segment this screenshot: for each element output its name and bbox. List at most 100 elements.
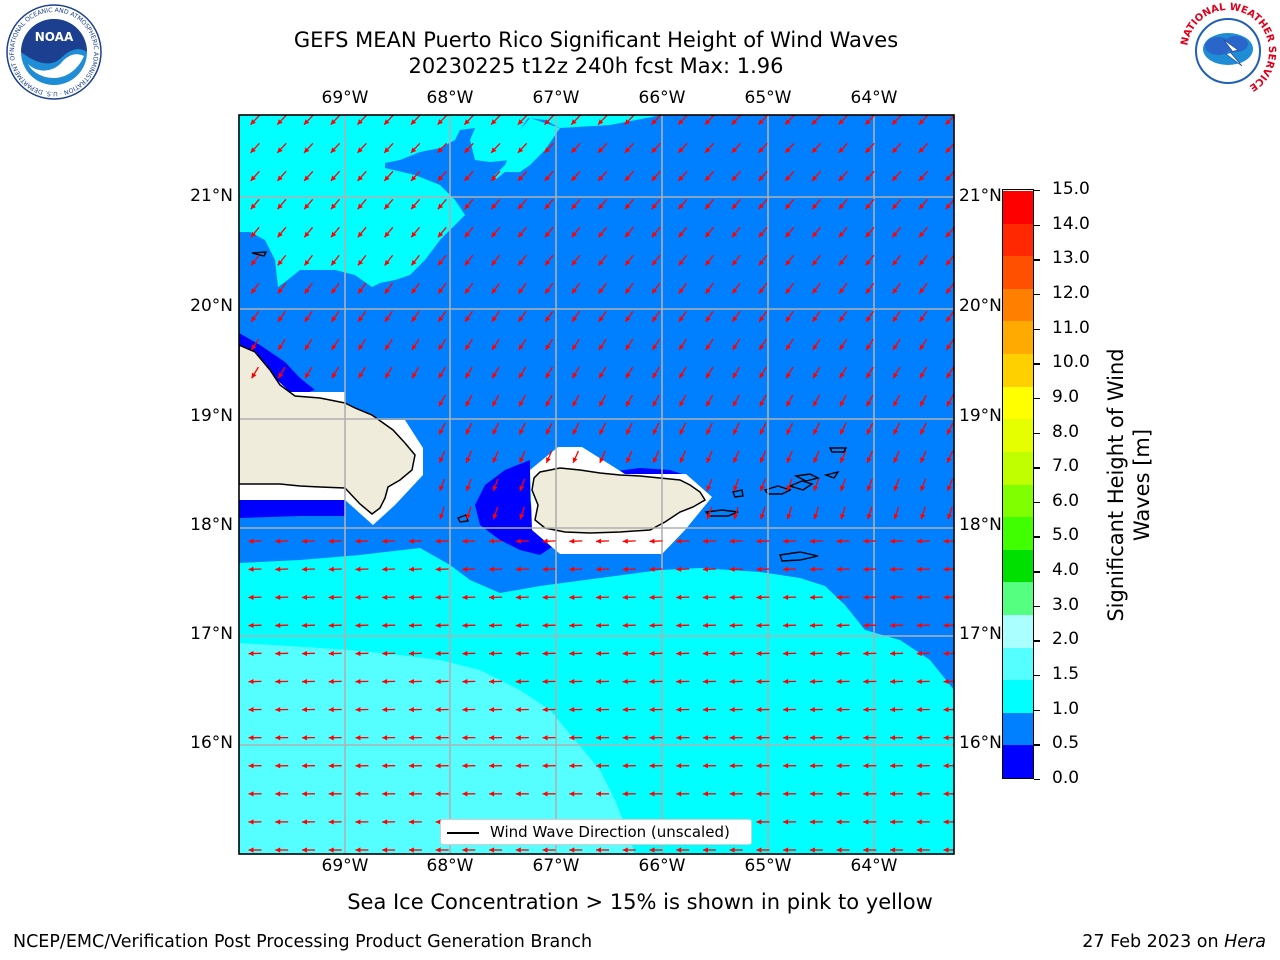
wind-wave-arrowhead: [464, 288, 471, 294]
wind-wave-arrowhead: [836, 819, 842, 825]
wind-wave-arrowhead: [251, 344, 257, 351]
lat-label-right: 21°N: [959, 186, 1002, 206]
wind-wave-arrowhead: [890, 819, 896, 825]
wind-wave-arrowhead: [355, 763, 361, 769]
wind-wave-arrowhead: [275, 678, 281, 685]
wind-wave-arrowhead: [919, 231, 925, 238]
wind-wave-arrowhead: [809, 566, 815, 572]
wind-wave-arrowhead: [412, 372, 417, 379]
wind-wave-arrowhead: [489, 594, 495, 600]
wind-wave-arrowhead: [947, 457, 952, 463]
wind-wave-arrowhead: [358, 316, 364, 322]
wind-wave-arrowhead: [786, 485, 792, 492]
wind-wave-arrowhead: [518, 316, 524, 322]
wind-wave-arrowhead: [439, 485, 444, 492]
wind-wave-arrowhead: [678, 259, 684, 266]
wind-wave-arrowhead: [408, 622, 414, 629]
wind-wave-arrowhead: [839, 344, 845, 351]
wind-wave-arrowhead: [439, 513, 445, 520]
colorbar-tick-label: 15.0: [1052, 179, 1090, 199]
wind-wave-arrowhead: [840, 513, 846, 520]
wind-wave-arrowhead: [813, 513, 819, 520]
lon-label-bottom: 64°W: [850, 856, 898, 876]
wind-wave-arrowhead: [783, 735, 789, 741]
wind-wave-arrowhead: [649, 538, 655, 544]
colorbar-tick-label: 6.0: [1052, 490, 1080, 511]
wind-wave-arrowhead: [382, 763, 388, 769]
lat-label-left: 20°N: [190, 296, 233, 316]
colorbar-segment: [1003, 484, 1033, 518]
wind-wave-arrowhead: [275, 650, 281, 657]
wind-wave-arrowhead: [946, 372, 952, 379]
wind-wave-arrowhead: [625, 288, 631, 294]
wind-wave-arrowhead: [248, 763, 254, 769]
wind-wave-arrowhead: [518, 372, 524, 379]
wind-wave-arrowhead: [544, 231, 551, 238]
wind-wave-arrowhead: [328, 594, 334, 600]
colorbar-tick-mark: [1034, 363, 1040, 365]
wind-wave-arrowhead: [542, 538, 548, 544]
wind-wave-arrowhead: [783, 847, 789, 853]
wind-wave-arrowhead: [836, 622, 842, 629]
wind-wave-arrowhead: [384, 147, 390, 153]
lat-label-left: 19°N: [190, 406, 233, 426]
wind-wave-arrowhead: [916, 791, 922, 797]
wind-wave-arrowhead: [866, 485, 872, 492]
wind-wave-arrowhead: [545, 400, 551, 407]
wind-wave-arrowhead: [729, 847, 735, 853]
wind-wave-arrowhead: [678, 231, 684, 238]
wind-wave-arrowhead: [598, 316, 604, 322]
wind-wave-arrowhead: [731, 203, 738, 210]
lon-label-top: 68°W: [426, 88, 474, 108]
wind-wave-arrowhead: [519, 400, 524, 407]
wind-wave-arrowhead: [599, 372, 604, 379]
lat-label-left: 16°N: [190, 733, 233, 753]
wind-wave-arrowhead: [783, 622, 789, 629]
wind-wave-arrowhead: [892, 344, 898, 351]
wind-wave-arrowhead: [542, 650, 548, 657]
wind-wave-arrowhead: [732, 288, 738, 294]
wind-wave-arrowhead: [812, 259, 818, 266]
wind-wave-arrowhead: [411, 288, 417, 294]
wind-wave-arrowhead: [545, 344, 551, 351]
colorbar-tick-mark: [1034, 467, 1040, 469]
chart-title-line2: 20230225 t12z 240h fcst Max: 1.96: [408, 54, 784, 78]
wind-wave-arrowhead: [732, 231, 738, 238]
wind-wave-arrowhead: [328, 819, 334, 825]
wind-wave-arrowhead: [382, 735, 388, 741]
wind-wave-arrowhead: [384, 316, 390, 322]
wind-wave-arrowhead: [702, 678, 708, 685]
wind-wave-arrowhead: [382, 538, 388, 544]
colorbar-segment: [1003, 320, 1033, 355]
wind-wave-arrowhead: [863, 847, 869, 853]
lon-label-bottom: 68°W: [426, 856, 474, 876]
wind-wave-arrowhead: [758, 203, 764, 210]
wind-wave-arrowhead: [943, 678, 949, 685]
wind-wave-arrowhead: [676, 622, 682, 629]
wind-wave-arrowhead: [836, 566, 842, 572]
wind-wave-arrowhead: [545, 259, 551, 266]
wind-wave-arrowhead: [411, 259, 417, 266]
colorbar-tick-mark: [1034, 744, 1040, 746]
wind-wave-arrowhead: [813, 400, 818, 407]
wind-wave-arrowhead: [408, 566, 414, 572]
wind-wave-arrowhead: [732, 316, 738, 322]
wind-wave-arrowhead: [277, 288, 283, 294]
wind-wave-arrowhead: [491, 259, 497, 266]
wind-wave-arrowhead: [464, 147, 470, 153]
wind-wave-arrowhead: [649, 650, 655, 657]
wind-wave-arrowhead: [758, 147, 764, 153]
wind-wave-arrowhead: [465, 372, 471, 379]
lat-label-right: 17°N: [959, 624, 1002, 644]
wind-wave-arrowhead: [275, 735, 281, 741]
wind-wave-arrowhead: [515, 566, 521, 572]
wind-wave-arrowhead: [759, 457, 765, 463]
wind-wave-arrowhead: [916, 650, 922, 657]
wind-wave-arrowhead: [515, 763, 521, 769]
wind-wave-arrowhead: [515, 650, 521, 657]
colorbar: [1002, 189, 1034, 779]
wind-wave-arrowhead: [783, 819, 789, 825]
wind-wave-arrowhead: [355, 819, 361, 825]
wind-wave-arrowhead: [328, 735, 334, 741]
wind-wave-arrowhead: [919, 316, 925, 322]
